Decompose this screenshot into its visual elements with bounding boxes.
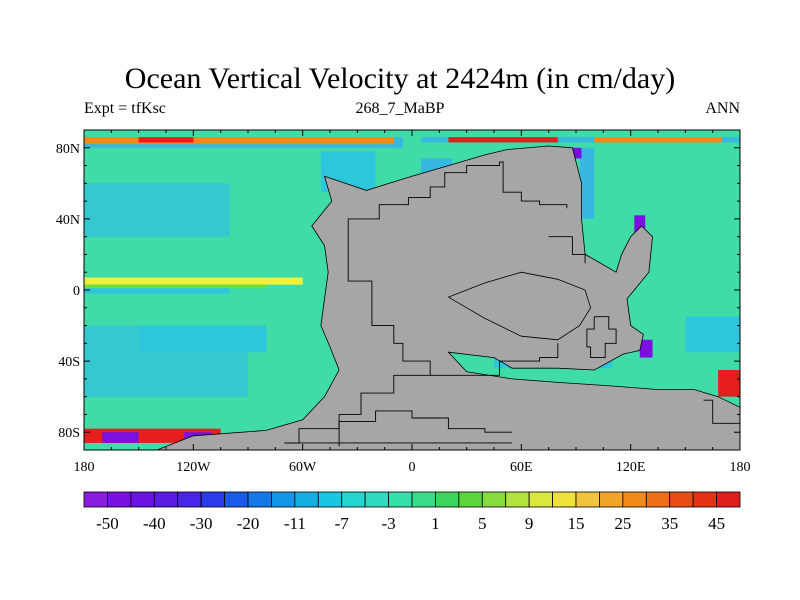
- coastline-outline-2: [499, 161, 568, 209]
- colorbar-swatch-19: [528, 491, 553, 508]
- ocean-velocity-band-7: [84, 137, 394, 145]
- colorbar-swatch-17: [481, 491, 507, 508]
- time-label: 268_7_MaBP: [355, 100, 445, 117]
- ocean-velocity-band-0: [84, 277, 303, 285]
- ocean-velocity-band-2: [84, 288, 230, 294]
- x-tick-label-4: 60E: [510, 460, 533, 475]
- coastline-outline-1: [430, 343, 559, 376]
- colorbar-swatch-0: [83, 491, 108, 508]
- colorbar-label-12: 35: [661, 514, 678, 533]
- colorbar-label-2: -30: [190, 514, 213, 533]
- x-tick-label-1: 120W: [176, 460, 211, 475]
- ocean-velocity-band-15: [718, 370, 740, 397]
- ocean-velocity-band-13: [102, 432, 139, 443]
- colorbar-swatch-16: [458, 491, 483, 508]
- ocean-velocity-band-19: [634, 215, 646, 237]
- land-mask-layer: [156, 145, 740, 450]
- colorbar-label-1: -40: [143, 514, 166, 533]
- coastline-outline-4: [586, 316, 617, 359]
- x-tick-label-0: 180: [74, 460, 95, 475]
- land-mass-0: [156, 145, 740, 450]
- colorbar-swatch-23: [622, 491, 647, 508]
- colorbar-swatch-11: [341, 491, 366, 508]
- ocean-velocity-band-11: [594, 137, 722, 143]
- colorbar-swatch-25: [669, 491, 694, 508]
- colorbar-swatch-24: [645, 491, 671, 508]
- x-tick-label-2: 60W: [289, 460, 317, 475]
- experiment-label: Expt = tfKsc: [84, 100, 166, 117]
- ocean-velocity-band-27: [685, 316, 740, 353]
- ocean-velocity-band-21: [639, 339, 653, 358]
- y-tick-label-1: 40N: [56, 213, 80, 228]
- colorbar-label-3: -20: [237, 514, 260, 533]
- colorbar-swatch-20: [552, 491, 577, 508]
- ocean-velocity-band-5: [138, 325, 267, 353]
- colorbar-label-7: 1: [431, 514, 440, 533]
- colorbar-label-9: 9: [525, 514, 534, 533]
- ocean-velocity-band-10: [448, 137, 558, 143]
- y-tick-label-3: 40S: [58, 355, 80, 370]
- colorbar-label-8: 5: [478, 514, 487, 533]
- colorbar-label-0: -50: [96, 514, 119, 533]
- coastline-outline-5: [284, 410, 513, 444]
- coastline-outline-7: [703, 399, 740, 433]
- colorbar-label-13: 45: [708, 514, 725, 533]
- plot-title: Ocean Vertical Velocity at 2424m (in cm/…: [124, 62, 676, 95]
- coastline-outline-0: [338, 162, 500, 447]
- colorbar-swatch-15: [435, 491, 460, 508]
- colorbar-swatch-1: [107, 491, 132, 508]
- x-tick-label-5: 120E: [616, 460, 646, 475]
- colorbar-swatch-12: [364, 491, 389, 508]
- y-tick-label-4: 80S: [58, 426, 80, 441]
- colorbar-swatch-21: [575, 491, 600, 508]
- colorbar-swatch-22: [599, 491, 624, 508]
- colorbar-swatch-27: [716, 491, 741, 508]
- coastline-outline-layer: [284, 161, 740, 447]
- ocean-velocity-band-1: [84, 284, 267, 289]
- x-tick-label-3: 0: [409, 460, 416, 475]
- colorbar-swatch-2: [130, 491, 155, 508]
- colorbar-label-11: 25: [614, 514, 631, 533]
- colorbar-swatch-10: [317, 491, 343, 508]
- season-label: ANN: [705, 100, 740, 117]
- colorbar-label-5: -7: [335, 514, 350, 533]
- ocean-velocity-band-8: [138, 137, 194, 143]
- land-mass-1: [447, 271, 592, 341]
- ocean-velocity-band-9: [421, 137, 740, 143]
- colorbar-swatch-7: [247, 491, 272, 508]
- colorbar-swatch-18: [505, 491, 530, 508]
- ocean-velocity-band-3: [84, 183, 230, 237]
- colorbar-swatch-4: [177, 491, 202, 508]
- colorbar-swatch-9: [294, 491, 319, 508]
- colorbar-swatch-14: [411, 491, 436, 508]
- colorbar-swatch-3: [153, 491, 179, 508]
- axis-ticks: 180 120W 60W 0 60E 120E 180 80N 40N 0 40S 80S: [56, 130, 751, 475]
- colorbar-label-4: -11: [284, 514, 306, 533]
- coastline-outline-3: [548, 236, 586, 264]
- colorbar-swatch-5: [200, 491, 225, 508]
- colorbar-swatch-8: [271, 491, 296, 508]
- colorbar-label-10: 15: [568, 514, 585, 533]
- y-tick-label-0: 80N: [56, 142, 80, 157]
- ocean-velocity-band-18: [572, 147, 582, 159]
- colorbar-swatch-6: [224, 491, 249, 508]
- colorbar-swatch-13: [388, 491, 413, 508]
- y-tick-label-2: 0: [73, 284, 80, 299]
- colorbar-swatch-26: [692, 491, 717, 508]
- colorbar: -50 -40 -30 -20 -11 -7 -3 1 5 9 15 25 35 45: [83, 491, 741, 533]
- x-tick-label-6: 180: [730, 460, 751, 475]
- ocean-velocity-band-16: [579, 147, 595, 219]
- colorbar-label-6: -3: [381, 514, 395, 533]
